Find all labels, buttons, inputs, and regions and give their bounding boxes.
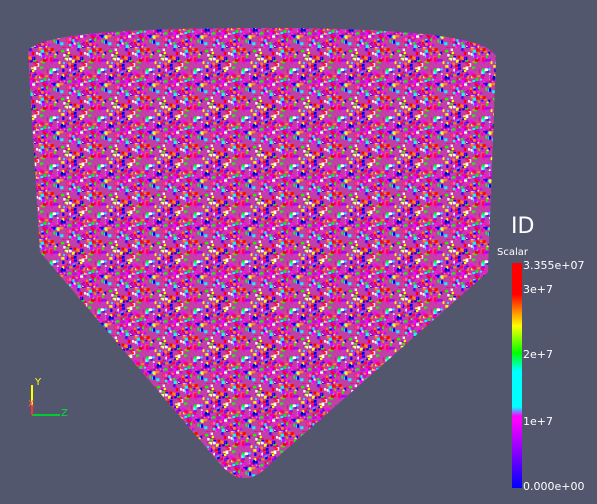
legend-subtitle: Scalar [497, 247, 529, 258]
render-view: ID Scalar 3.355e+07 3e+7 2e+7 1e+7 0.000… [0, 0, 597, 504]
viewport: ID Scalar 3.355e+07 3e+7 2e+7 1e+7 0.000… [0, 0, 597, 504]
tick-label: 3e+7 [523, 283, 553, 296]
color-bar [512, 263, 522, 488]
tick-label: 3.355e+07 [523, 259, 584, 272]
axis-label: X [28, 400, 34, 410]
tick-label: 2e+7 [523, 348, 553, 361]
tick-label: 0.000e+00 [523, 480, 584, 493]
tick-label: 1e+7 [523, 415, 553, 428]
axis-label: Z [61, 408, 68, 419]
legend-title: ID [511, 214, 534, 239]
axis-label: Y [34, 377, 42, 388]
